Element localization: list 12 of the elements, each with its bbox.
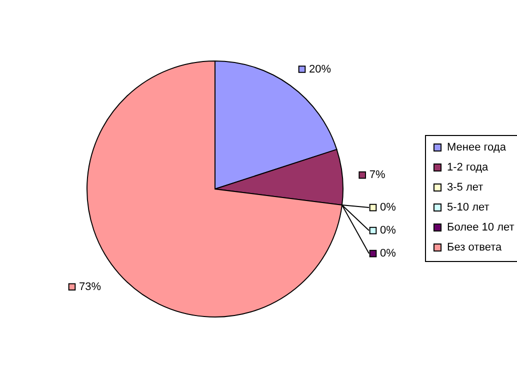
data-label: 73% bbox=[78, 280, 102, 293]
legend-label: 3-5 лет bbox=[447, 182, 484, 194]
text: 0% bbox=[380, 202, 396, 214]
text: 0% bbox=[380, 224, 396, 237]
legend-label: Менее года bbox=[447, 142, 507, 154]
legend-label: 5-10 лет bbox=[447, 202, 490, 214]
data-label: 7% bbox=[369, 169, 386, 182]
text: 0% bbox=[380, 248, 396, 260]
legend-label: Более 10 лет bbox=[447, 222, 514, 234]
legend-label: Без ответа bbox=[447, 242, 502, 254]
data-label: 20% bbox=[308, 63, 332, 76]
legend-label: 1-2 года bbox=[447, 162, 490, 174]
